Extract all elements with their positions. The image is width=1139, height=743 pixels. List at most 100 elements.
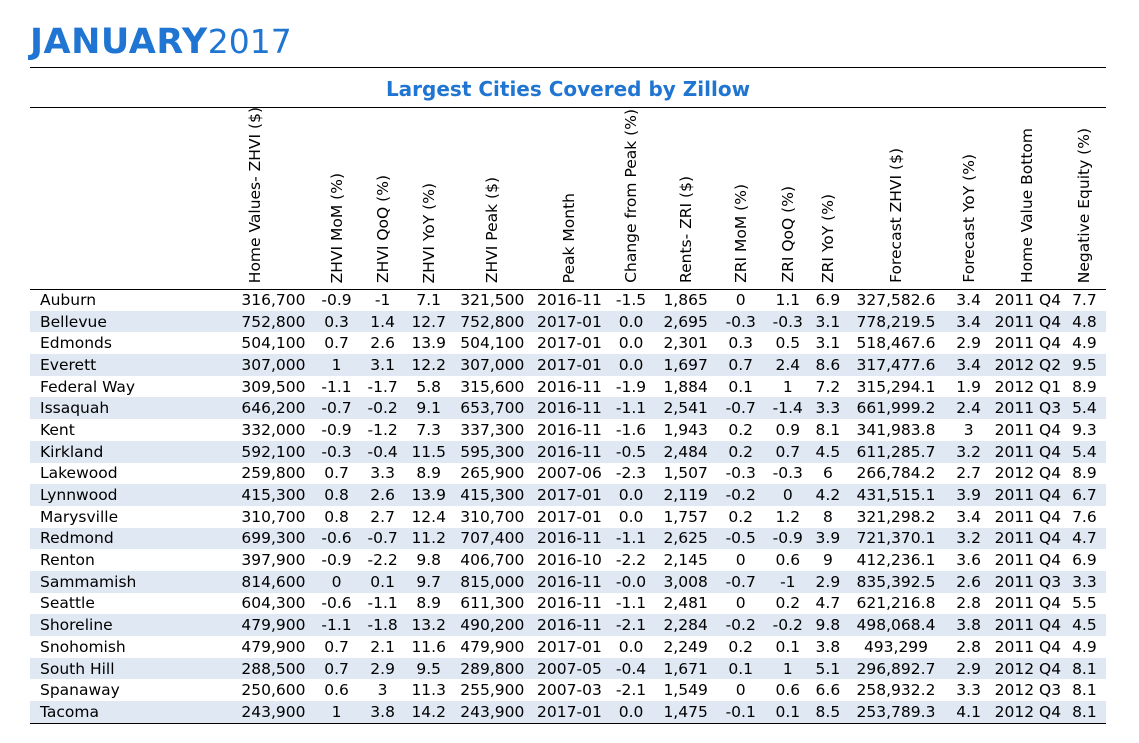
table-cell: 4.7 <box>815 594 841 613</box>
table-cell: -1.1 <box>615 594 647 613</box>
table-cell: 0.9 <box>775 420 801 439</box>
table-cell: 12.7 <box>404 310 453 333</box>
column-header-label: Change from Peak (%) <box>622 109 641 283</box>
table-cell: 2011 Q4 <box>990 484 1063 506</box>
column-header: Change from Peak (%) <box>607 108 655 289</box>
table-cell: 752,800 <box>452 310 532 333</box>
column-header: Forecast YoY (%) <box>947 108 991 289</box>
table-cell: 3 <box>377 681 388 700</box>
table-cell: 479,900 <box>197 614 313 636</box>
table-cell: 250,600 <box>241 681 306 700</box>
table-cell: 0.8 <box>324 507 349 526</box>
table-cell: 493,299 <box>863 637 929 656</box>
table-cell: 707,400 <box>452 527 532 550</box>
table-cell: 316,700 <box>241 290 306 309</box>
table-cell: 4.1 <box>946 701 991 723</box>
table-cell: 2011 Q4 <box>994 507 1062 526</box>
table-cell: 296,892.7 <box>845 657 947 680</box>
table-cell: 2.1 <box>370 637 395 656</box>
table-cell: 2.4 <box>765 354 811 376</box>
table-cell: 2,484 <box>655 440 717 463</box>
table-cell: -0.3 <box>725 464 756 483</box>
table-cell: 2007-06 <box>537 464 602 483</box>
table-cell: 3 <box>963 420 974 439</box>
column-header: ZHVI QoQ (%) <box>361 108 405 289</box>
table-cell: -0.3 <box>765 310 811 333</box>
table-cell: 12.2 <box>404 354 453 376</box>
table-cell: -0.7 <box>312 397 361 420</box>
table-cell: 0.5 <box>775 334 801 353</box>
table-cell: -0.7 <box>360 527 405 550</box>
table-cell: 0.2 <box>716 440 766 463</box>
header-rule <box>30 289 1106 290</box>
table-cell: 1 <box>765 657 811 680</box>
table-cell: 2017-01 <box>537 637 602 656</box>
table-cell: 8.9 <box>1072 464 1097 483</box>
table-cell: -1.8 <box>360 614 405 636</box>
table-cell: 0.3 <box>312 310 361 333</box>
table-cell: 2017-01 <box>531 701 607 723</box>
table-cell: 0.8 <box>312 484 361 506</box>
table-cell: 3.3 <box>956 681 981 700</box>
table-cell: 0.1 <box>765 701 811 723</box>
table-cell: 0.3 <box>728 334 754 353</box>
table-cell: 3.9 <box>946 484 991 506</box>
table-cell: -0.4 <box>360 440 405 463</box>
table-cell: 0.6 <box>775 681 801 700</box>
table-row: Bellevue 752,800 0.3 1.4 12.7 752,800 2017-01 0… <box>30 310 1106 333</box>
table-cell: 415,300 <box>197 484 313 506</box>
table-cell: 2016-11 <box>537 420 602 439</box>
table-cell: 2,249 <box>663 637 708 656</box>
table-cell: 0.7 <box>324 637 349 656</box>
table-cell: -0.0 <box>607 570 656 593</box>
table-cell: 3.4 <box>956 290 981 309</box>
table-cell: 3.4 <box>946 310 991 333</box>
table-cell: 0.7 <box>324 334 349 353</box>
table-cell: 8.1 <box>815 420 841 439</box>
table-cell: -1.1 <box>607 527 656 550</box>
table-cell: -1.6 <box>615 420 647 439</box>
table-cell: -0.2 <box>765 614 811 636</box>
table-cell: 6 <box>822 464 833 483</box>
city-name-cell: Kent <box>40 420 75 439</box>
table-cell: 3.4 <box>956 507 981 526</box>
city-name-cell: Spanaway <box>40 681 120 700</box>
city-name-cell: Shoreline <box>30 614 198 636</box>
table-cell: 4.8 <box>1062 310 1106 333</box>
city-name-cell: Auburn <box>40 290 97 309</box>
column-header: ZRI YoY (%) <box>810 108 845 289</box>
table-cell: 0.1 <box>360 570 405 593</box>
table-cell: 265,900 <box>460 464 525 483</box>
table-cell: -0.7 <box>716 397 766 420</box>
column-header-label: Negative Equity (%) <box>1075 127 1094 283</box>
table-cell: -0.5 <box>716 527 766 550</box>
table-cell: 778,219.5 <box>845 310 947 333</box>
table-cell: -1.4 <box>765 397 811 420</box>
table-cell: 3.3 <box>810 397 846 420</box>
table-cell: 2011 Q4 <box>990 310 1063 333</box>
table-cell: -2.2 <box>615 551 647 570</box>
table-cell: -0.2 <box>716 614 766 636</box>
table-cell: 309,500 <box>241 377 306 396</box>
table-cell: 1,475 <box>655 701 717 723</box>
table-cell: 2.7 <box>370 507 395 526</box>
table-cell: 699,300 <box>197 527 313 550</box>
table-cell: 2,119 <box>655 484 717 506</box>
column-header: ZRI MoM (%) <box>716 108 765 289</box>
table-cell: 2017-01 <box>537 507 602 526</box>
city-name-cell: Kirkland <box>30 440 198 463</box>
table-row: Lynnwood 415,300 0.8 2.6 13.9 415,300 2017-01 0… <box>30 484 1106 506</box>
city-name-cell: Snohomish <box>40 637 126 656</box>
city-name-cell: Issaquah <box>30 397 198 420</box>
table-cell: 0.2 <box>775 594 801 613</box>
table-cell: 2.7 <box>956 464 981 483</box>
table-cell: 289,800 <box>452 657 532 680</box>
table-cell: 412,236.1 <box>856 551 936 570</box>
table-cell: 1.4 <box>360 310 405 333</box>
table-cell: 321,298.2 <box>856 507 936 526</box>
table-cell: 752,800 <box>197 310 313 333</box>
table-cell: -2.1 <box>615 681 647 700</box>
table-cell: 8.5 <box>810 701 846 723</box>
table-row: Tacoma 243,900 1 3.8 14.2 243,900 2017-01 0.0 1,… <box>30 701 1106 723</box>
city-name-cell: Lakewood <box>40 464 118 483</box>
